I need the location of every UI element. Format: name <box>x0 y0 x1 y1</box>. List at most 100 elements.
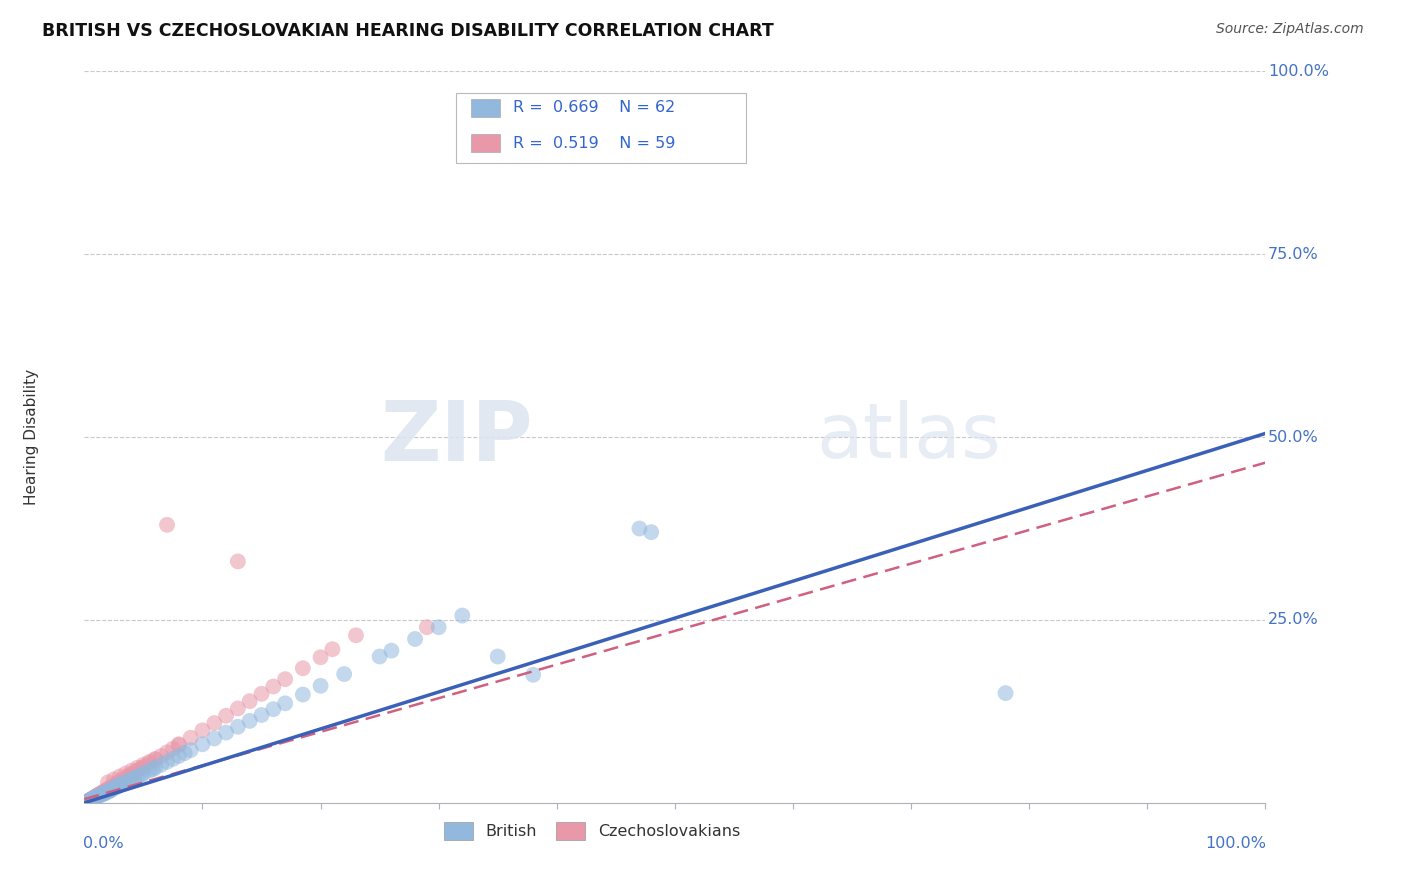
Point <box>150 749 173 764</box>
Point <box>427 620 450 634</box>
Point <box>202 716 225 731</box>
Point <box>321 642 343 657</box>
Point <box>90 788 112 802</box>
Point <box>122 765 145 780</box>
Point <box>262 702 284 716</box>
Point <box>84 789 107 804</box>
Point <box>84 789 107 804</box>
Point <box>143 752 166 766</box>
Point <box>239 694 262 708</box>
Point <box>127 769 149 783</box>
Point <box>114 771 136 785</box>
Point <box>105 780 128 794</box>
Point <box>156 755 179 769</box>
Point <box>108 774 131 789</box>
Point <box>121 767 143 781</box>
Text: Hearing Disability: Hearing Disability <box>24 369 39 505</box>
Point <box>132 766 155 780</box>
Point <box>143 753 166 767</box>
Point <box>108 769 131 783</box>
Point <box>142 762 165 776</box>
Point <box>250 708 273 723</box>
Point <box>91 786 114 800</box>
Point <box>100 782 122 797</box>
FancyBboxPatch shape <box>471 99 501 117</box>
Point <box>103 778 125 792</box>
Point <box>202 731 225 746</box>
Point <box>143 761 166 775</box>
Point <box>86 789 108 803</box>
Point <box>89 787 111 801</box>
Point <box>239 714 262 728</box>
Point <box>640 525 662 540</box>
Point <box>156 517 179 532</box>
Point <box>111 773 134 788</box>
Point <box>84 790 107 805</box>
Point <box>994 686 1017 700</box>
Point <box>118 773 141 788</box>
Point <box>173 746 195 760</box>
Point <box>451 608 474 623</box>
Point <box>121 764 143 778</box>
Point <box>215 725 238 739</box>
Point <box>122 772 145 786</box>
Point <box>97 785 120 799</box>
Point <box>94 786 117 800</box>
Point <box>82 791 104 805</box>
Point <box>87 789 110 803</box>
Point <box>79 793 101 807</box>
Point <box>77 794 100 808</box>
Point <box>98 780 121 795</box>
Point <box>83 791 105 805</box>
Text: 100.0%: 100.0% <box>1205 836 1267 851</box>
Point <box>138 755 160 769</box>
Text: BRITISH VS CZECHOSLOVAKIAN HEARING DISABILITY CORRELATION CHART: BRITISH VS CZECHOSLOVAKIAN HEARING DISAB… <box>42 22 773 40</box>
Point <box>628 521 651 535</box>
Point <box>333 667 356 681</box>
Point <box>118 769 141 783</box>
Point <box>404 632 426 646</box>
Point <box>98 783 121 797</box>
Point <box>344 628 367 642</box>
Point <box>486 649 509 664</box>
Point <box>138 756 160 771</box>
Point <box>108 778 131 792</box>
Point <box>94 783 117 797</box>
Text: R =  0.519    N = 59: R = 0.519 N = 59 <box>513 136 675 151</box>
Point <box>91 787 114 801</box>
Point <box>93 786 115 800</box>
Point <box>309 679 332 693</box>
Point <box>80 792 103 806</box>
Point <box>89 789 111 803</box>
Point <box>416 620 439 634</box>
Text: ZIP: ZIP <box>381 397 533 477</box>
Point <box>156 745 179 759</box>
Point <box>97 775 120 789</box>
Point <box>274 672 297 686</box>
Point <box>180 731 202 745</box>
Point <box>132 760 155 774</box>
Point <box>83 790 105 805</box>
Point <box>226 701 249 715</box>
Point <box>262 680 284 694</box>
Point <box>215 708 238 723</box>
Point <box>132 757 155 772</box>
Point <box>91 787 114 801</box>
Point <box>77 794 100 808</box>
Text: R =  0.669    N = 62: R = 0.669 N = 62 <box>513 101 675 115</box>
Point <box>167 737 190 751</box>
Point <box>127 761 149 775</box>
Point <box>150 757 173 772</box>
Point <box>138 764 160 778</box>
Point <box>162 752 184 766</box>
Point <box>82 792 104 806</box>
Point <box>98 784 121 798</box>
FancyBboxPatch shape <box>457 94 745 163</box>
Text: 50.0%: 50.0% <box>1268 430 1319 444</box>
Point <box>77 794 100 808</box>
Text: 0.0%: 0.0% <box>83 836 124 851</box>
Point <box>77 794 100 808</box>
Point <box>97 781 120 796</box>
Point <box>191 737 214 751</box>
Text: atlas: atlas <box>817 401 1001 474</box>
